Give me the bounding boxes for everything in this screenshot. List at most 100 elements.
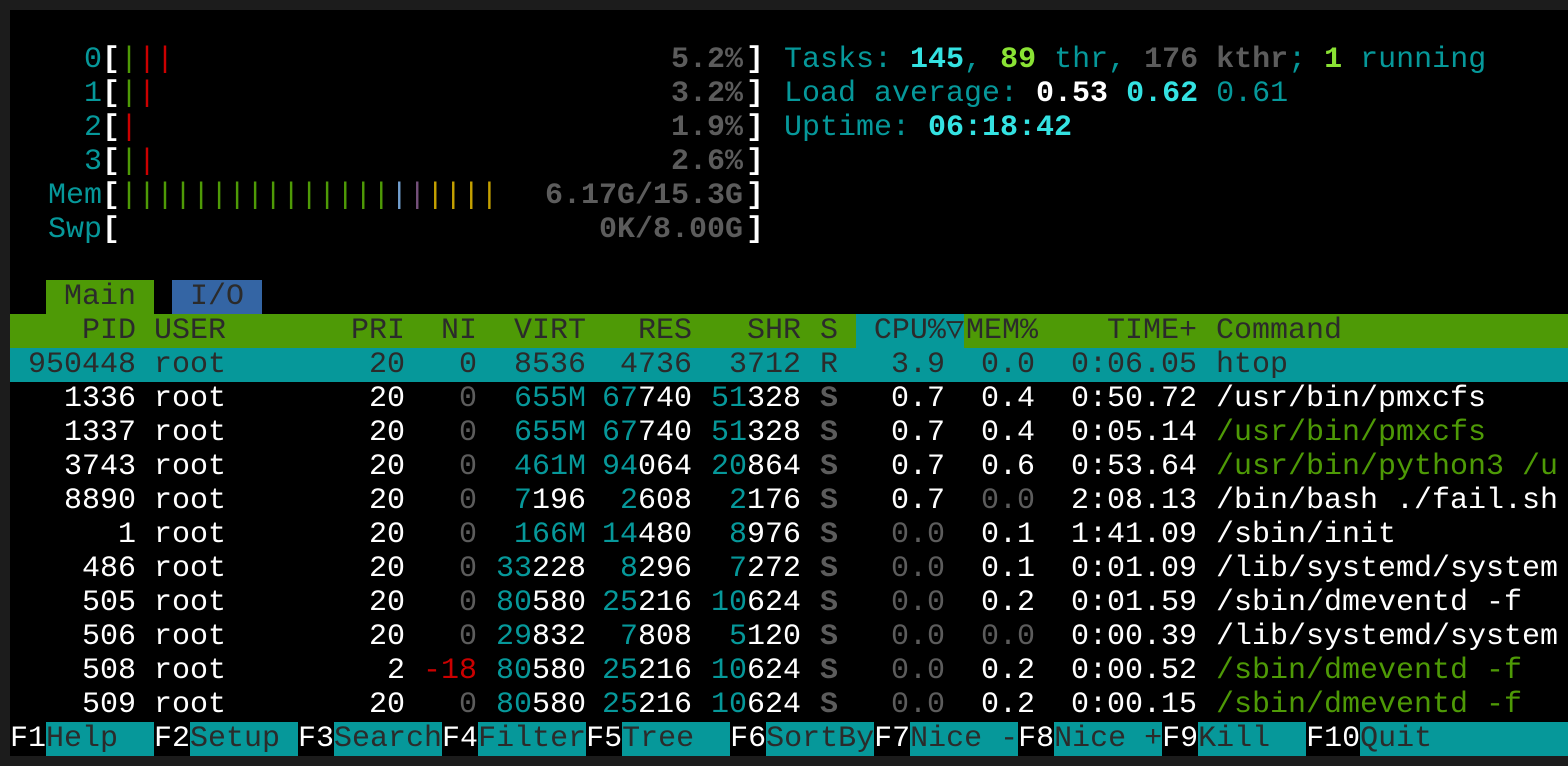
cell-res: 4736: [619, 348, 692, 382]
fkey-f4-label[interactable]: Filter: [478, 722, 587, 756]
bar-segment: |: [264, 179, 283, 213]
cell-user: root: [154, 586, 227, 620]
tab-main[interactable]: Main: [46, 280, 154, 314]
fkey-f2[interactable]: F2: [154, 722, 191, 756]
cell-res: 25216: [601, 654, 692, 688]
cell-shr: 10624: [710, 586, 801, 620]
cell-ni: 0: [458, 450, 477, 484]
column-header-time+[interactable]: TIME+: [1106, 314, 1197, 348]
process-row[interactable]: 505 root 20 0 80580 25216 10624 S 0.0 0.2 0:01.59 /…: [10, 586, 1568, 620]
load-1min: 0.53: [1036, 77, 1109, 111]
cell-command: /lib/systemd/system: [1216, 552, 1559, 586]
fkey-f1-label[interactable]: Help: [46, 722, 155, 756]
cell-ni: 0: [458, 552, 477, 586]
process-row[interactable]: 486 root 20 0 33228 8296 7272 S 0.0 0.1 0:01.09/li…: [10, 552, 1568, 586]
cell-virt: 80580: [495, 688, 586, 722]
process-row[interactable]: 8890 root 20 0 7196 2608 2176 S 0.7 0.0 2:08.13/bi…: [10, 484, 1568, 518]
meter-value: 6.17G/15.3G: [544, 179, 743, 213]
cell-command: htop: [1216, 348, 1289, 382]
cell-mem: 0.2: [980, 688, 1035, 722]
cell-time: 2:08.13: [1070, 484, 1197, 518]
bar-segment: |: [228, 179, 247, 213]
bracket-close: ]: [746, 111, 765, 145]
meter-value: 1.9%: [670, 111, 743, 145]
cell-pid: 1: [117, 518, 136, 552]
meter-value: 0K/8.00G: [598, 213, 743, 247]
bar-segment: |: [120, 145, 139, 179]
process-row[interactable]: 1336 root 20 0 655M 67740 51328 S 0.7 0.4 0:50.72 /…: [10, 382, 1568, 416]
fkey-f10[interactable]: F10: [1306, 722, 1361, 756]
bracket-close: ]: [746, 43, 765, 77]
process-row[interactable]: 508 root 2 -18 80580 25216 10624 S 0.0 0.2 0:00.52…: [10, 654, 1568, 688]
cell-time: 0:00.15: [1070, 688, 1197, 722]
column-header-command[interactable]: Command: [1216, 314, 1343, 348]
cell-s: S: [820, 620, 839, 654]
cell-command: /sbin/dmeventd -f: [1216, 688, 1523, 722]
bar-segment: |: [156, 179, 175, 213]
bar-segment: |: [192, 179, 211, 213]
fkey-f7-label[interactable]: Nice -: [910, 722, 1019, 756]
column-header-virt[interactable]: VIRT: [513, 314, 586, 348]
column-header-pri[interactable]: PRI: [350, 314, 405, 348]
process-row[interactable]: 3743 root 20 0 461M 94064 20864 S 0.7 0.6 0:53.64 /…: [10, 450, 1568, 484]
cell-pri: 2: [386, 654, 405, 688]
bar-segment: |: [480, 179, 499, 213]
fkey-f6[interactable]: F6: [730, 722, 767, 756]
bracket-open: [: [102, 179, 121, 213]
cell-cpu: 0.0: [890, 620, 945, 654]
cell-cpu: 0.7: [890, 484, 945, 518]
process-row[interactable]: 1337 root 20 0 655M 67740 51328 S 0.7 0.4 0:05.14 /…: [10, 416, 1568, 450]
fkey-f2-label[interactable]: Setup: [190, 722, 299, 756]
cell-shr: 8976: [728, 518, 801, 552]
column-header-shr[interactable]: SHR: [746, 314, 801, 348]
bar-segment: |: [318, 179, 337, 213]
fkey-f6-label[interactable]: SortBy: [766, 722, 875, 756]
cell-pri: 20: [368, 416, 405, 450]
column-header-cpu[interactable]: CPU%▽: [856, 314, 964, 348]
fkey-f9-label[interactable]: Kill: [1198, 722, 1307, 756]
fkey-f10-label[interactable]: Quit: [1360, 722, 1568, 756]
column-header-ni[interactable]: NI: [440, 314, 477, 348]
fkey-f8-label[interactable]: Nice +: [1054, 722, 1163, 756]
fkey-f7[interactable]: F7: [874, 722, 911, 756]
htop-terminal: 0[||| 5.2%] 1[|| 3.2%] 2[| 1.9%] 3[|| 2.6%] Mem[…: [10, 10, 1568, 756]
fkey-f4[interactable]: F4: [442, 722, 479, 756]
cell-time: 0:06.05: [1070, 348, 1197, 382]
bar-segment: |: [138, 43, 157, 77]
process-row[interactable]: 506 root 20 0 29832 7808 5120 S 0.0 0.0 0:00.39/li…: [10, 620, 1568, 654]
fkey-f1[interactable]: F1: [10, 722, 47, 756]
cell-pri: 20: [368, 484, 405, 518]
cell-pid: 8890: [63, 484, 136, 518]
cell-ni: 0: [458, 586, 477, 620]
column-header-user[interactable]: USER: [154, 314, 227, 348]
cell-mem: 0.0: [980, 620, 1035, 654]
cell-pri: 20: [368, 348, 405, 382]
cell-cpu: 0.7: [890, 382, 945, 416]
column-header-mem[interactable]: MEM%: [966, 314, 1039, 348]
cell-time: 0:05.14: [1070, 416, 1197, 450]
bracket-open: [: [102, 145, 121, 179]
process-row[interactable]: 1 root 20 0 166M 14480 8976 S 0.0 0.1 1:41.09/sbin…: [10, 518, 1568, 552]
fkey-f8[interactable]: F8: [1018, 722, 1055, 756]
cell-virt: 80580: [495, 654, 586, 688]
column-header-s[interactable]: S: [820, 314, 839, 348]
cell-s: R: [820, 348, 839, 382]
fkey-f5-label[interactable]: Tree: [622, 722, 731, 756]
cell-user: root: [154, 416, 227, 450]
process-row[interactable]: 950448 root 20 0 8536 4736 3712 R 3.9 0.0 0:06.05 h…: [10, 348, 1568, 382]
column-header-res[interactable]: RES: [637, 314, 692, 348]
cell-virt: 29832: [495, 620, 586, 654]
cell-ni: 0: [458, 348, 477, 382]
separator: ,: [964, 43, 1001, 77]
tab-io[interactable]: I/O: [172, 280, 262, 314]
process-row[interactable]: 509 root 20 0 80580 25216 10624 S 0.0 0.2 0:00.15 /…: [10, 688, 1568, 722]
cell-shr: 20864: [710, 450, 801, 484]
fkey-f3-label[interactable]: Search: [334, 722, 443, 756]
cell-pid: 950448: [27, 348, 136, 382]
bracket-open: [: [102, 111, 121, 145]
bracket-open: [: [102, 77, 121, 111]
fkey-f5[interactable]: F5: [586, 722, 623, 756]
fkey-f3[interactable]: F3: [298, 722, 335, 756]
column-header-pid[interactable]: PID: [81, 314, 136, 348]
fkey-f9[interactable]: F9: [1162, 722, 1199, 756]
